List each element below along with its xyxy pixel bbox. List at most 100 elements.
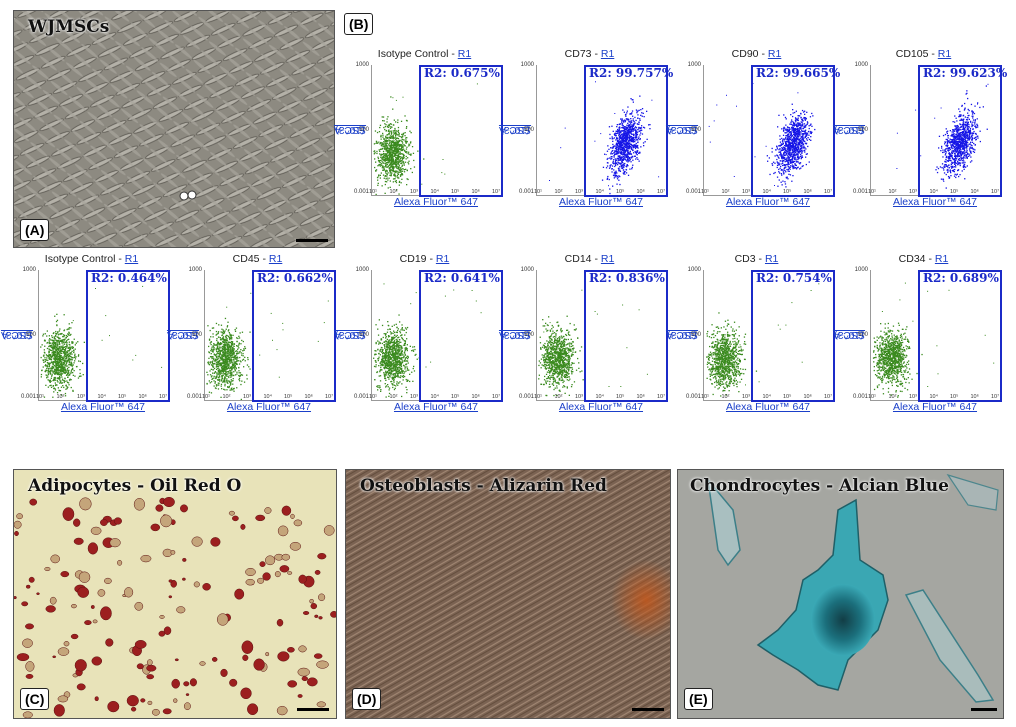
- gate-percentage: R2: 99.623%: [923, 66, 1008, 80]
- y-tick: 1000: [687, 62, 701, 68]
- gate-link[interactable]: R1: [767, 48, 782, 60]
- x-tick: 10⁵: [616, 189, 625, 195]
- plot-area: R2: 99.757%: [536, 65, 673, 197]
- x-tick: 10⁵: [284, 394, 293, 400]
- x-tick: 10⁵: [783, 189, 792, 195]
- x-axis-label: Alexa Fluor™ 647: [226, 401, 312, 413]
- x-tick: 10¹: [534, 394, 542, 400]
- gate-link[interactable]: R1: [435, 253, 450, 265]
- gate-r2: [751, 65, 835, 197]
- gate-r2: [86, 270, 170, 402]
- x-axis-label: Alexa Fluor™ 647: [725, 401, 811, 413]
- x-tick: 10⁴: [430, 394, 439, 400]
- flow-plot-10: CD34 - R1 SSC-A (10^3) 1000 500 0.001 R2…: [833, 253, 1005, 433]
- x-tick: 10¹: [868, 189, 876, 195]
- scatter-events: [373, 283, 482, 398]
- gate-r2: [918, 270, 1002, 402]
- x-tick: 10⁴: [595, 394, 604, 400]
- x-tick: 10²: [888, 394, 897, 400]
- x-tick: 10⁴: [430, 189, 439, 195]
- x-tick: 10¹: [701, 394, 709, 400]
- adipocyte-image: [14, 496, 336, 718]
- plot-title: CD90 - R1: [731, 48, 782, 60]
- plot-marker: CD73: [564, 48, 592, 60]
- gate-r2: [584, 65, 668, 197]
- x-tick: 10⁵: [783, 394, 792, 400]
- gate-link[interactable]: R1: [124, 253, 139, 265]
- x-tick: 10¹: [369, 394, 377, 400]
- x-tick: 10⁷: [325, 394, 334, 400]
- flow-plot-9: CD3 - R1 SSC-A (10^3) 1000 500 0.001 R2:…: [666, 253, 838, 433]
- x-tick: 10⁵: [950, 394, 959, 400]
- plot-marker: CD34: [898, 253, 926, 265]
- x-tick: 10²: [554, 394, 563, 400]
- scale-bar: [297, 708, 329, 711]
- gate-link[interactable]: R1: [457, 48, 472, 60]
- scatter-events: [206, 292, 329, 400]
- scatter-events: [706, 283, 820, 397]
- x-tick: 10³: [410, 394, 418, 400]
- panel-e-tag: (E): [684, 688, 713, 710]
- x-tick: 10⁶: [138, 394, 147, 400]
- panel-b-tag: (B): [344, 13, 374, 35]
- y-tick: 1000: [355, 267, 369, 273]
- y-tick: 0.001: [20, 394, 36, 400]
- gate-link[interactable]: R1: [268, 253, 283, 265]
- gate-percentage: R2: 0.836%: [589, 271, 665, 285]
- plot-area: R2: 0.675%: [371, 65, 503, 197]
- y-tick: 0.001: [685, 189, 701, 195]
- y-tick: 1000: [188, 267, 202, 273]
- gate-percentage: R2: 0.754%: [756, 271, 832, 285]
- x-tick: 10³: [909, 189, 917, 195]
- plot-title: CD14 - R1: [564, 253, 615, 265]
- gate-link[interactable]: R1: [934, 253, 949, 265]
- plot-marker: Isotype Control: [44, 253, 116, 265]
- x-tick: 10²: [56, 394, 65, 400]
- panel-a-tag: (A): [20, 219, 50, 241]
- gate-link[interactable]: R1: [937, 48, 952, 60]
- x-axis-label: Alexa Fluor™ 647: [725, 196, 811, 208]
- flow-plot-6: CD45 - R1 SSC-A (10^3) 1000 500 0.001 R2…: [167, 253, 339, 433]
- y-tick: 0.001: [353, 189, 369, 195]
- panel-d-micrograph: Osteoblasts - Alizarin Red (D): [345, 469, 671, 719]
- gate-r2: [584, 270, 668, 402]
- x-tick: 10²: [721, 189, 730, 195]
- gate-link[interactable]: R1: [600, 253, 615, 265]
- osteoblast-image: [346, 470, 670, 718]
- y-tick: 0.001: [852, 189, 868, 195]
- x-tick: 10⁷: [492, 189, 501, 195]
- x-tick: 10⁴: [929, 394, 938, 400]
- x-tick: 10⁵: [451, 394, 460, 400]
- x-tick: 10⁷: [657, 189, 666, 195]
- gate-link[interactable]: R1: [764, 253, 779, 265]
- x-axis-label: Alexa Fluor™ 647: [558, 196, 644, 208]
- plot-marker: CD90: [731, 48, 759, 60]
- y-tick: 500: [690, 127, 701, 133]
- x-tick: 10⁷: [824, 394, 833, 400]
- plot-marker: CD45: [232, 253, 260, 265]
- plot-area: R2: 0.464%: [38, 270, 170, 402]
- gate-percentage: R2: 0.662%: [257, 271, 333, 285]
- x-tick: 10³: [243, 394, 251, 400]
- plot-title: Isotype Control - R1: [377, 48, 472, 60]
- scatter-events: [373, 83, 478, 195]
- y-tick: 500: [523, 127, 534, 133]
- gate-percentage: R2: 0.675%: [424, 66, 500, 80]
- plot-title: CD34 - R1: [898, 253, 949, 265]
- y-tick: 1000: [520, 267, 534, 273]
- x-tick: 10¹: [534, 189, 542, 195]
- x-tick: 10⁶: [471, 189, 480, 195]
- gate-percentage: R2: 99.665%: [756, 66, 841, 80]
- x-tick: 10⁶: [304, 394, 313, 400]
- y-tick: 500: [25, 332, 36, 338]
- x-tick: 10⁷: [159, 394, 168, 400]
- panel-a-micrograph: WJMSCs (A): [13, 10, 335, 248]
- x-tick: 10¹: [369, 189, 377, 195]
- y-tick: 500: [191, 332, 202, 338]
- plot-marker: Isotype Control: [377, 48, 449, 60]
- plot-title: CD73 - R1: [564, 48, 615, 60]
- plot-area: R2: 0.641%: [371, 270, 503, 402]
- x-tick: 10⁴: [929, 189, 938, 195]
- flow-plot-3: CD90 - R1 SSC-A (10^3) 1000 500 0.001 R2…: [666, 48, 841, 228]
- gate-link[interactable]: R1: [600, 48, 615, 60]
